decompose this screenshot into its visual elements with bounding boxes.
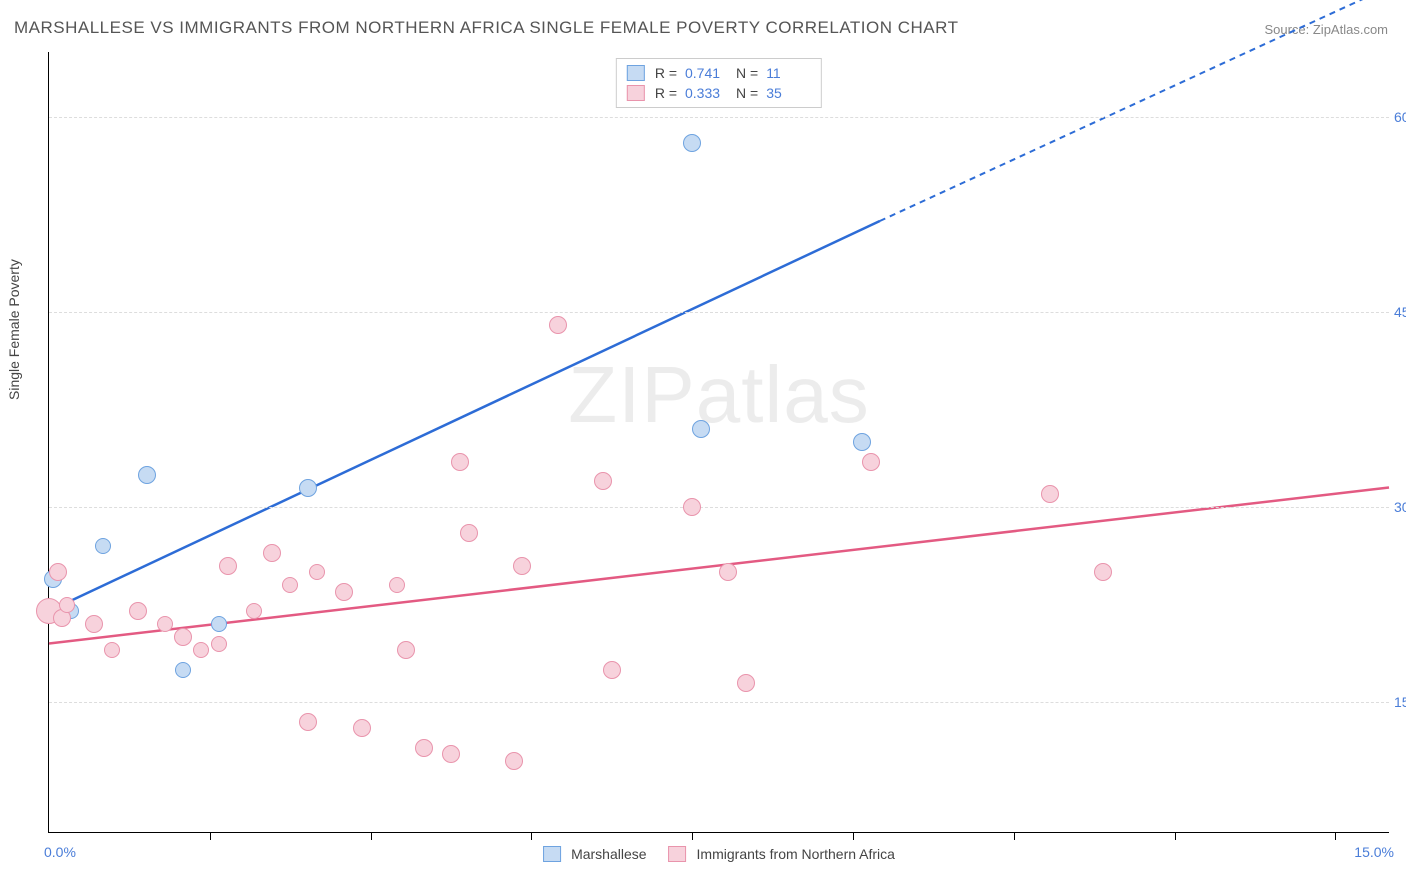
data-point xyxy=(299,479,317,497)
data-point xyxy=(174,628,192,646)
data-point xyxy=(415,739,433,757)
data-point xyxy=(282,577,298,593)
data-point xyxy=(219,557,237,575)
data-point xyxy=(442,745,460,763)
plot-area: ZIPatlas R =0.741N =11R =0.333N =35 Mars… xyxy=(48,52,1389,833)
legend-swatch xyxy=(669,846,687,862)
gridline xyxy=(49,312,1389,313)
legend-swatch xyxy=(627,65,645,81)
legend-label: Immigrants from Northern Africa xyxy=(697,846,895,862)
legend-n-value: 11 xyxy=(766,63,811,83)
x-tick xyxy=(210,832,211,840)
data-point xyxy=(104,642,120,658)
data-point xyxy=(138,466,156,484)
y-axis-label: Single Female Poverty xyxy=(6,259,22,400)
legend-r-value: 0.741 xyxy=(685,63,730,83)
data-point xyxy=(211,616,227,632)
x-tick xyxy=(531,832,532,840)
gridline xyxy=(49,117,1389,118)
data-point xyxy=(692,420,710,438)
data-point xyxy=(505,752,523,770)
data-point xyxy=(211,636,227,652)
legend-n-value: 35 xyxy=(766,83,811,103)
data-point xyxy=(353,719,371,737)
data-point xyxy=(335,583,353,601)
data-point xyxy=(175,662,191,678)
data-point xyxy=(683,498,701,516)
legend-swatch xyxy=(543,846,561,862)
legend-stat-row: R = 0.741 N = 11 xyxy=(627,63,811,83)
legend-n-label: N = xyxy=(736,63,758,83)
data-point xyxy=(513,557,531,575)
data-point xyxy=(49,563,67,581)
data-point xyxy=(309,564,325,580)
data-point xyxy=(603,661,621,679)
legend-r-label: R = xyxy=(655,63,677,83)
trendlines-svg xyxy=(49,52,1389,832)
data-point xyxy=(1094,563,1112,581)
legend-r-label: R = xyxy=(655,83,677,103)
x-tick xyxy=(1014,832,1015,840)
data-point xyxy=(263,544,281,562)
trendline xyxy=(49,221,880,611)
legend-item: Marshallese xyxy=(543,846,646,862)
x-tick xyxy=(692,832,693,840)
data-point xyxy=(299,713,317,731)
legend-n-label: N = xyxy=(736,83,758,103)
data-point xyxy=(157,616,173,632)
legend-stat-row: R = 0.333 N = 35 xyxy=(627,83,811,103)
gridline xyxy=(49,702,1389,703)
legend-bottom: Marshallese Immigrants from Northern Afri… xyxy=(543,846,895,862)
data-point xyxy=(193,642,209,658)
x-axis-min-label: 0.0% xyxy=(44,844,76,860)
data-point xyxy=(85,615,103,633)
y-tick-label: 60.0% xyxy=(1394,109,1406,125)
data-point xyxy=(389,577,405,593)
trendline xyxy=(49,488,1389,644)
x-tick xyxy=(853,832,854,840)
chart-title: MARSHALLESE VS IMMIGRANTS FROM NORTHERN … xyxy=(14,18,958,38)
data-point xyxy=(719,563,737,581)
legend-item: Immigrants from Northern Africa xyxy=(669,846,895,862)
x-axis-max-label: 15.0% xyxy=(1354,844,1394,860)
data-point xyxy=(246,603,262,619)
data-point xyxy=(95,538,111,554)
data-point xyxy=(59,597,75,613)
y-tick-label: 45.0% xyxy=(1394,304,1406,320)
data-point xyxy=(853,433,871,451)
gridline xyxy=(49,507,1389,508)
data-point xyxy=(460,524,478,542)
data-point xyxy=(1041,485,1059,503)
data-point xyxy=(737,674,755,692)
data-point xyxy=(129,602,147,620)
y-tick-label: 30.0% xyxy=(1394,499,1406,515)
legend-swatch xyxy=(627,85,645,101)
legend-stats: R = 0.741 N = 11 R = 0.333 N = 35 xyxy=(616,58,822,108)
data-point xyxy=(594,472,612,490)
x-tick xyxy=(1175,832,1176,840)
data-point xyxy=(862,453,880,471)
chart-container: MARSHALLESE VS IMMIGRANTS FROM NORTHERN … xyxy=(0,0,1406,892)
legend-label: Marshallese xyxy=(571,846,646,862)
data-point xyxy=(683,134,701,152)
y-tick-label: 15.0% xyxy=(1394,694,1406,710)
x-tick xyxy=(1335,832,1336,840)
data-point xyxy=(549,316,567,334)
data-point xyxy=(397,641,415,659)
x-tick xyxy=(371,832,372,840)
legend-r-value: 0.333 xyxy=(685,83,730,103)
data-point xyxy=(451,453,469,471)
